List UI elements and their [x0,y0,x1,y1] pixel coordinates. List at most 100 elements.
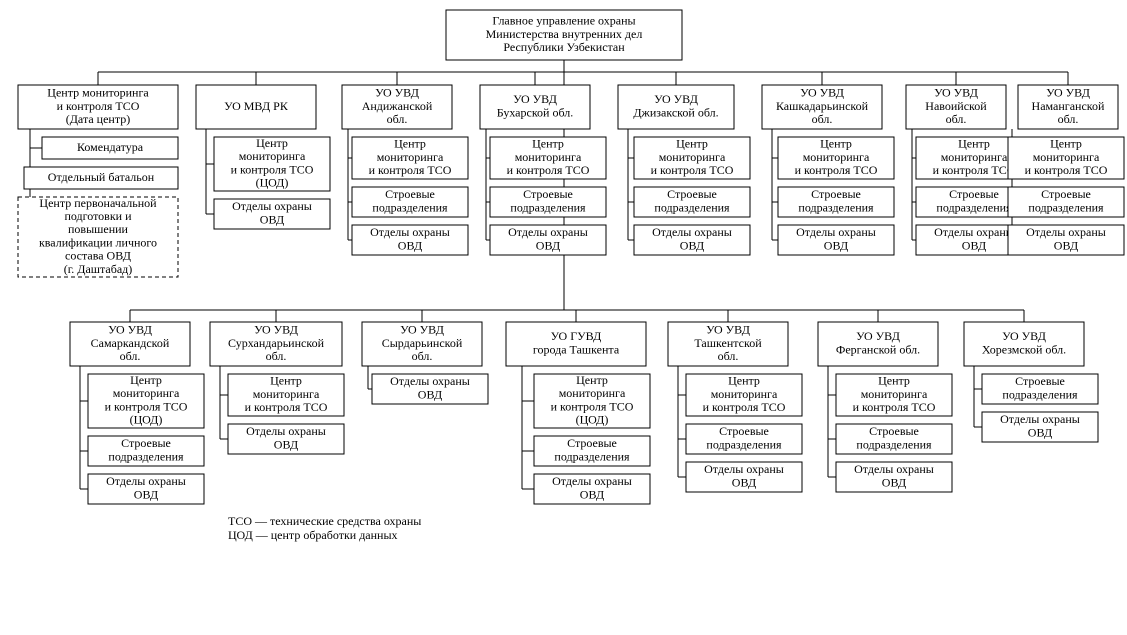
node-label: и контроля ТСО [1025,163,1108,177]
node-label: Министерства внутренних дел [486,27,643,41]
node-label: мониторинга [861,387,928,401]
node-label: Центр [130,373,162,387]
node-label: (ЦОД) [256,176,289,190]
node-r2c2_head: УО УВДСурхандарьинскойобл. [210,322,342,366]
node-label: Отделы охраны [232,199,312,213]
node-label: Центр [878,374,910,388]
node-label: УО УВД [254,323,298,337]
node-label: мониторинга [113,386,180,400]
node-r2c5_c: Отделы охраныОВД [686,462,802,492]
node-label: ОВД [824,238,848,252]
node-r2c3_a: Отделы охраныОВД [372,374,488,404]
node-label: и контроля ТСО [933,163,1016,177]
node-label: УО УВД [1046,86,1090,100]
node-label: Отделы охраны [854,462,934,476]
node-r1c2_b: Отделы охраныОВД [214,199,330,229]
node-r1c2_head: УО МВД РК [196,85,316,129]
node-r1c3_a: Центрмониторингаи контроля ТСО [352,137,468,179]
node-label: ОВД [732,475,756,489]
node-r2c7_a: Строевыеподразделения [982,374,1098,404]
node-label: Центр [728,374,760,388]
node-label: и контроля ТСО [57,99,140,113]
node-label: Центр [270,374,302,388]
node-label: ОВД [1028,425,1052,439]
node-r2c6_head: УО УВДФерганской обл. [818,322,938,366]
node-r2c6_c: Отделы охраныОВД [836,462,952,492]
node-r2c2_a: Центрмониторингаи контроля ТСО [228,374,344,416]
node-label: Самаркандской [91,336,170,350]
node-label: Центр мониторинга [47,86,149,100]
node-r1c5_c: Отделы охраныОВД [634,225,750,255]
node-label: подразделения [798,200,874,214]
node-r1c3_head: УО УВДАндижанскойобл. [342,85,452,129]
node-label: (г. Даштабад) [64,262,133,276]
node-label: (ЦОД) [576,413,609,427]
node-label: УО УВД [934,86,978,100]
node-label: мониторинга [941,150,1008,164]
node-label: Отделы охраны [1026,225,1106,239]
node-label: ОВД [1054,238,1078,252]
node-label: мониторинга [659,150,726,164]
node-r2c5_head: УО УВДТашкентскойобл. [668,322,788,366]
node-r2c7_b: Отделы охраныОВД [982,412,1098,442]
node-r2c4_head: УО ГУВДгорода Ташкента [506,322,646,366]
node-label: Навоийской [925,99,987,113]
node-r2c1_a: Центрмониторингаи контроля ТСО(ЦОД) [88,373,204,428]
node-label: Центр [394,137,426,151]
node-label: подразделения [856,437,932,451]
node-label: Отделы охраны [246,424,326,438]
node-label: Республики Узбекистан [503,40,625,54]
node-label: УО УВД [513,92,557,106]
node-label: мониторинга [253,387,320,401]
node-r1c2_a: Центрмониторингаи контроля ТСО(ЦОД) [214,136,330,191]
node-label: ОВД [418,387,442,401]
node-label: и контроля ТСО [551,399,634,413]
node-label: Строевые [811,187,861,201]
node-label: подразделения [372,200,448,214]
node-label: обл. [1058,112,1079,126]
node-label: Главное управление охраны [492,14,635,28]
node-r2c1_c: Отделы охраныОВД [88,474,204,504]
node-label: Центр [958,137,990,151]
node-r2c5_a: Центрмониторингаи контроля ТСО [686,374,802,416]
node-label: Центр [676,137,708,151]
node-label: и контроля ТСО [245,400,328,414]
node-label: Отделы охраны [1000,412,1080,426]
node-label: Строевые [949,187,999,201]
node-r1c8_c: Отделы охраныОВД [1008,225,1124,255]
node-label: Центр [1050,137,1082,151]
node-r2c5_b: Строевыеподразделения [686,424,802,454]
node-label: обл. [412,349,433,363]
node-label: ОВД [260,212,284,226]
node-label: и контроля ТСО [231,162,314,176]
node-label: подразделения [554,449,630,463]
node-label: и контроля ТСО [651,163,734,177]
node-label: обл. [120,349,141,363]
node-r1c6_c: Отделы охраныОВД [778,225,894,255]
node-r1c1_head: Центр мониторингаи контроля ТСО(Дата цен… [18,85,178,129]
node-label: Бухарской обл. [497,105,574,119]
node-label: Отделы охраны [390,374,470,388]
node-label: УО УВД [856,329,900,343]
node-label: Строевые [719,424,769,438]
node-r1c5_b: Строевыеподразделения [634,187,750,217]
node-label: ОВД [134,487,158,501]
node-r1c5_head: УО УВДДжизакской обл. [618,85,734,129]
node-label: Строевые [385,187,435,201]
node-label: и контроля ТСО [703,400,786,414]
node-label: мониторинга [711,387,778,401]
node-label: УО УВД [375,86,419,100]
node-r2c4_c: Отделы охраныОВД [534,474,650,504]
node-label: Отделы охраны [652,225,732,239]
node-label: Строевые [869,424,919,438]
node-r1c4_a: Центрмониторингаи контроля ТСО [490,137,606,179]
node-label: и контроля ТСО [369,163,452,177]
node-label: УО УВД [400,323,444,337]
node-label: обл. [387,112,408,126]
node-label: УО МВД РК [224,99,289,113]
node-label: Отделы охраны [796,225,876,239]
node-label: обл. [946,112,967,126]
node-label: подразделения [654,200,730,214]
node-r2c4_a: Центрмониторингаи контроля ТСО(ЦОД) [534,373,650,428]
node-label: Отделы охраны [552,474,632,488]
